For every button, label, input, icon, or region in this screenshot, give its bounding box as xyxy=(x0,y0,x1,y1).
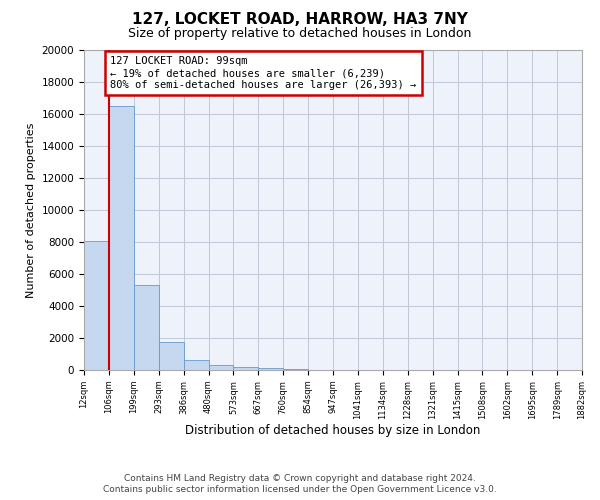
Bar xyxy=(134,285,159,370)
Y-axis label: Number of detached properties: Number of detached properties xyxy=(26,122,36,298)
Bar xyxy=(233,367,259,370)
X-axis label: Distribution of detached houses by size in London: Distribution of detached houses by size … xyxy=(185,424,481,438)
Bar xyxy=(283,369,308,370)
Bar xyxy=(109,106,134,370)
Text: 127 LOCKET ROAD: 99sqm
← 19% of detached houses are smaller (6,239)
80% of semi-: 127 LOCKET ROAD: 99sqm ← 19% of detached… xyxy=(110,56,416,90)
Bar xyxy=(184,360,209,370)
Bar xyxy=(259,368,283,370)
Bar xyxy=(159,342,184,370)
Text: 127, LOCKET ROAD, HARROW, HA3 7NY: 127, LOCKET ROAD, HARROW, HA3 7NY xyxy=(132,12,468,28)
Bar xyxy=(209,364,233,370)
Text: Size of property relative to detached houses in London: Size of property relative to detached ho… xyxy=(128,28,472,40)
Text: Contains HM Land Registry data © Crown copyright and database right 2024.
Contai: Contains HM Land Registry data © Crown c… xyxy=(103,474,497,494)
Bar xyxy=(84,241,109,370)
